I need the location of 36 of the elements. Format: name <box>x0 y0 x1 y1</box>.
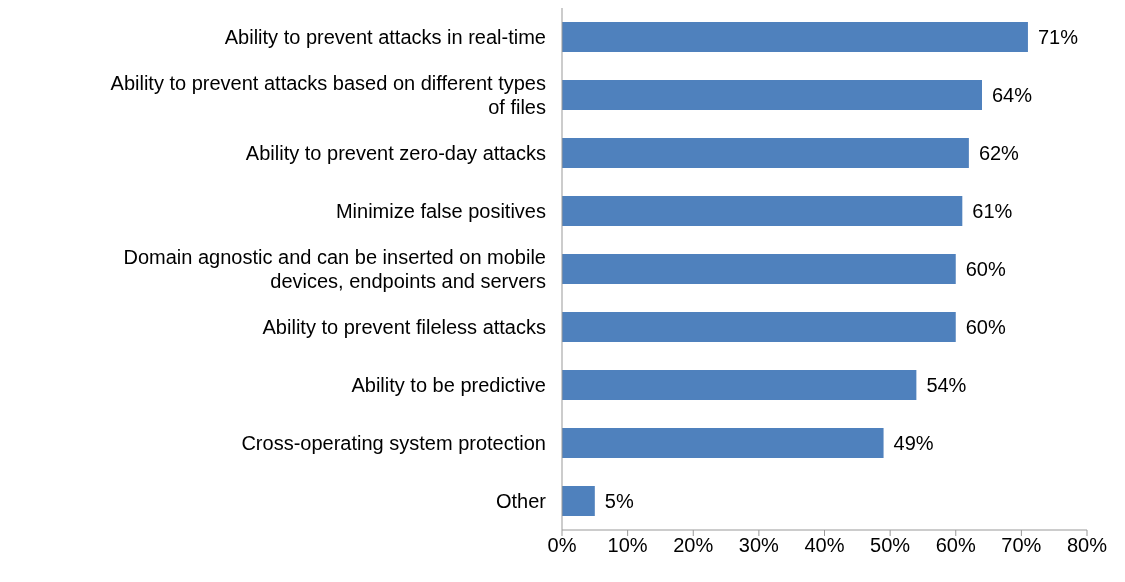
data-label: 62% <box>978 142 1020 165</box>
data-label: 49% <box>893 432 934 455</box>
bar <box>562 428 884 458</box>
y-tick-label: Domain agnostic and can be inserted on mobile devices, endpoints and servers <box>123 246 546 292</box>
x-tick-label: 60% <box>935 534 976 557</box>
bar <box>562 254 956 284</box>
x-tick-label: 10% <box>607 534 648 557</box>
data-label: 64% <box>992 84 1033 107</box>
data-label: 54% <box>926 374 967 397</box>
y-tick-label: Other <box>495 490 547 512</box>
x-tick-label: 20% <box>673 534 714 557</box>
data-label: 60% <box>965 316 1006 339</box>
y-tick-label: Minimize false positives <box>335 200 546 222</box>
x-tick-label: 30% <box>738 534 780 557</box>
y-tick-label: Ability to prevent attacks based on different types of files <box>110 72 546 118</box>
x-tick-label: 0% <box>547 534 577 557</box>
bar <box>562 312 956 342</box>
bar <box>562 196 963 226</box>
x-tick-label: 80% <box>1066 534 1108 557</box>
x-tick-label: 70% <box>1001 534 1042 557</box>
y-tick-label: Ability to prevent zero-day attacks <box>245 142 546 164</box>
bar <box>562 486 595 516</box>
y-tick-label: Ability to be predictive <box>351 374 546 396</box>
y-tick-label: Cross-operating system protection <box>241 432 546 454</box>
data-label: 71% <box>1037 26 1079 49</box>
bar <box>562 22 1028 52</box>
x-tick-label: 40% <box>804 534 845 557</box>
data-label: 5% <box>604 490 634 513</box>
bar <box>562 80 982 110</box>
data-label: 61% <box>972 200 1013 223</box>
y-tick-label: Ability to prevent attacks in real-time <box>224 26 546 48</box>
x-tick-label: 50% <box>870 534 911 557</box>
data-label: 60% <box>965 258 1006 281</box>
y-tick-label: Ability to prevent fileless attacks <box>262 316 546 338</box>
bar <box>562 370 917 400</box>
bar <box>562 138 969 168</box>
